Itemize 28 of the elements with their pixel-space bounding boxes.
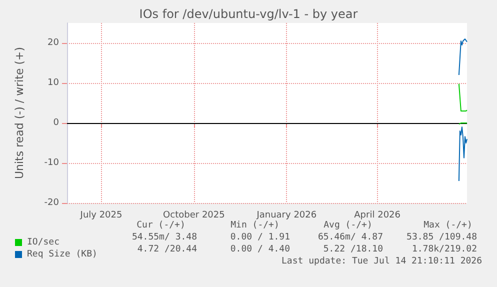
text: 5.22 /18.10 — [323, 244, 383, 254]
text: 53.85 /109.48 — [406, 232, 477, 242]
text: 54.55m/ 3.48 — [132, 232, 197, 242]
text: Min (-/+) — [230, 220, 280, 230]
y-tick-label: 20 — [48, 38, 60, 48]
text: 4.72 /20.44 — [137, 244, 197, 254]
legend-label: IO/sec — [27, 238, 60, 248]
y-axis-title: Units read (-) / write (+) — [13, 46, 26, 180]
x-tick-label: October 2025 — [163, 210, 225, 220]
text: Last update: Tue Jul 14 21:10:11 2026 — [282, 256, 482, 266]
y-tick-label: -10 — [44, 158, 60, 168]
x-tick-label: January 2026 — [256, 210, 317, 220]
text: 1.78k/219.02 — [412, 244, 477, 254]
y-tick-label: 10 — [48, 78, 60, 88]
x-tick-label: April 2026 — [354, 210, 401, 220]
text: Cur (-/+) — [136, 220, 186, 230]
text: 0.00 / 4.40 — [230, 244, 290, 254]
legend-label: Req Size (KB) — [27, 250, 98, 260]
chart-title: IOs for /dev/ubuntu-vg/lv-1 - by year — [139, 7, 358, 21]
text: 65.46m/ 4.87 — [318, 232, 383, 242]
x-tick-label: July 2025 — [79, 210, 122, 220]
line-series — [458, 126, 468, 182]
text: Max (-/+) — [424, 220, 472, 230]
line-series — [458, 38, 468, 76]
text: 0.00 / 1.91 — [230, 232, 290, 242]
y-tick-label: -20 — [44, 198, 60, 208]
y-tick-label: 0 — [53, 118, 60, 128]
text: Avg (-/+) — [324, 220, 372, 230]
